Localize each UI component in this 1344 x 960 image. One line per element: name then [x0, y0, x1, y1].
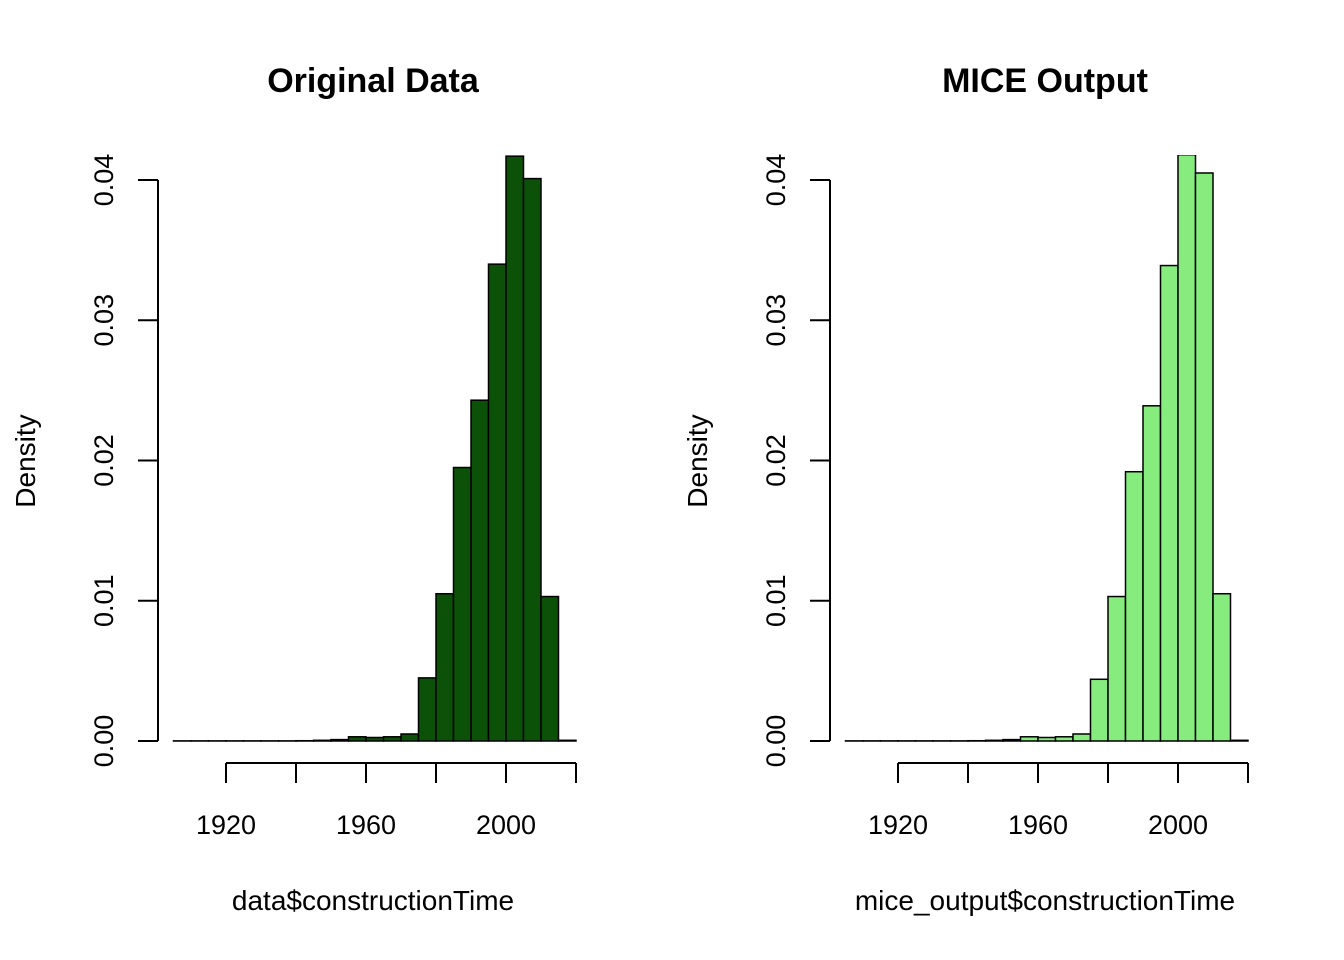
bar [417, 677, 437, 742]
bar [1002, 738, 1022, 742]
bar [1212, 592, 1232, 742]
bar [984, 739, 1004, 742]
bar [452, 466, 472, 742]
y-tick-label: 0.03 [761, 294, 791, 347]
bar [1089, 678, 1109, 742]
y-tick-label: 0.02 [89, 434, 119, 487]
bar [1019, 736, 1039, 742]
x-tick-label: 1920 [868, 810, 928, 840]
bar [540, 595, 560, 742]
bar [557, 739, 577, 742]
y-tick-label: 0.01 [89, 574, 119, 627]
y-axis-label: Density [10, 414, 41, 507]
bar [1229, 739, 1249, 742]
bar [487, 263, 507, 742]
bar [382, 736, 402, 742]
bar [347, 736, 367, 742]
y-tick-label: 0.04 [761, 154, 791, 207]
x-tick-label: 1960 [336, 810, 396, 840]
x-tick-label: 1920 [196, 810, 256, 840]
bar [435, 592, 455, 742]
y-tick-label: 0.01 [761, 574, 791, 627]
bar [1107, 595, 1127, 742]
bar [1142, 405, 1162, 742]
bar [1159, 264, 1179, 742]
bar [522, 177, 542, 742]
x-axis-label: mice_output$constructionTime [855, 885, 1235, 916]
bars [844, 155, 1249, 742]
bars [172, 155, 577, 742]
axes: 0.00 0.01 0.02 0.03 0.04 1920 1960 2000 [761, 154, 1249, 840]
bar [1037, 736, 1057, 742]
y-tick-label: 0.03 [89, 294, 119, 347]
histogram-original-data: Original Data Density data$constructionT… [10, 62, 577, 916]
bar [1054, 736, 1074, 742]
chart-title: Original Data [267, 62, 480, 100]
bar [365, 736, 385, 742]
bar [400, 733, 420, 742]
bar [470, 399, 490, 742]
axes: 0.00 0.01 0.02 0.03 0.04 1920 1960 2000 [89, 154, 577, 840]
x-tick-label: 2000 [476, 810, 536, 840]
x-tick-label: 2000 [1148, 810, 1208, 840]
y-tick-label: 0.04 [89, 154, 119, 207]
histogram-mice-output: MICE Output Density mice_output$construc… [682, 62, 1249, 916]
chart-title: MICE Output [942, 62, 1148, 100]
bar [1124, 470, 1144, 742]
bar [1194, 172, 1214, 742]
x-tick-label: 1960 [1008, 810, 1068, 840]
bar [505, 155, 525, 742]
y-tick-label: 0.00 [89, 715, 119, 768]
bar [330, 738, 350, 742]
y-tick-label: 0.00 [761, 715, 791, 768]
bar [1177, 155, 1197, 742]
x-axis-label: data$constructionTime [232, 885, 514, 916]
y-tick-label: 0.02 [761, 434, 791, 487]
bar [312, 739, 332, 742]
bar [1072, 733, 1092, 742]
y-axis-label: Density [682, 414, 713, 507]
